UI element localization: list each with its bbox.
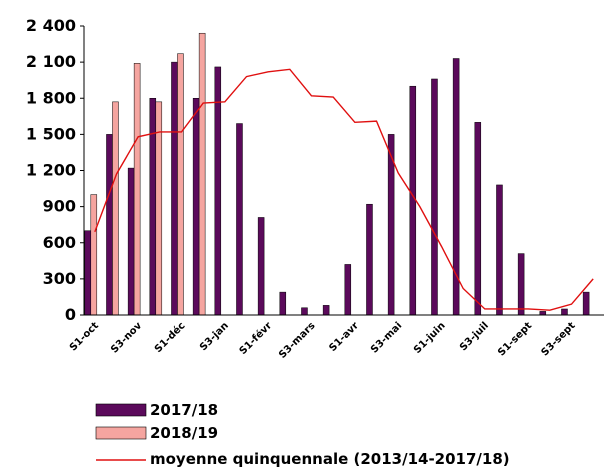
bar-2017-18 — [127, 167, 135, 316]
x-tick-label: S1-sept — [496, 320, 534, 358]
legend-swatch-2017 — [95, 403, 147, 417]
legend-swatch-2018 — [95, 426, 147, 440]
legend-label-2017: 2017/18 — [150, 401, 218, 419]
bar-2018-19 — [112, 101, 119, 316]
bar-2018-19 — [155, 101, 163, 316]
x-tick-label: S1-déc — [152, 320, 188, 356]
bar-2017-18 — [344, 264, 352, 316]
y-axis-ticks: 0 300 600 900 1 200 1 500 1 800 2 100 2 400 — [26, 16, 84, 324]
bar-2018-19 — [177, 53, 184, 316]
bar-2017-18 — [496, 184, 503, 316]
bar-2017-18 — [366, 203, 373, 316]
x-tick-label: S3-juil — [458, 320, 491, 353]
y-tick-label: 1 800 — [26, 88, 76, 107]
bar-2017-18 — [322, 305, 330, 316]
y-tick-label: 300 — [43, 269, 76, 288]
bar-2017-18 — [561, 308, 568, 316]
legend-label-2018: 2018/19 — [150, 424, 218, 442]
axes — [83, 26, 604, 316]
bar-2017-18 — [539, 311, 547, 316]
legend: 2017/18 2018/19 moyenne quinquennale (20… — [95, 401, 510, 468]
x-tick-label: S1-avr — [327, 320, 361, 354]
bar-2017-18 — [409, 85, 417, 316]
bar-2017-18 — [582, 291, 590, 316]
bar-2017-18 — [192, 98, 200, 316]
bar-2018-19 — [198, 32, 206, 316]
bar-2017-18 — [474, 122, 482, 316]
x-tick-label: S1-oct — [68, 320, 101, 353]
bar-2018-19 — [133, 63, 141, 316]
y-tick-label: 2 400 — [26, 16, 76, 35]
x-axis-ticks: S1-oct S3-nov S1-déc S3-jan S1-févr S3-mars S1… — [68, 320, 578, 361]
bar-2017-18 — [257, 217, 265, 316]
bar-2018-19 — [90, 194, 98, 316]
bar-2017-18 — [84, 230, 92, 316]
y-tick-label: 600 — [43, 233, 76, 252]
bar-2017-18 — [149, 98, 157, 316]
y-tick-label: 0 — [65, 305, 76, 324]
x-tick-label: S3-mai — [369, 320, 404, 355]
x-tick-label: S1-févr — [237, 320, 274, 357]
x-tick-label: S3-nov — [109, 320, 145, 356]
x-tick-label: S3-jan — [198, 320, 231, 353]
bar-2017-18 — [214, 66, 222, 316]
bar-2017-18 — [431, 78, 438, 316]
bar-2017-18 — [517, 253, 525, 316]
legend-label-average: moyenne quinquennale (2013/14-2017/18) — [150, 450, 510, 468]
x-tick-label: S3-mars — [277, 320, 318, 361]
y-tick-label: 2 100 — [26, 52, 76, 71]
bar-2017-18 — [236, 123, 243, 316]
x-tick-label: S1-juin — [412, 320, 448, 356]
bar-2017-18 — [452, 58, 460, 316]
average-line-group — [94, 68, 594, 311]
y-tick-label: 1 500 — [26, 124, 76, 143]
y-tick-label: 900 — [43, 197, 76, 216]
bar-2017-18 — [301, 307, 308, 316]
x-tick-label: S3-sept — [539, 320, 577, 358]
y-tick-label: 1 200 — [26, 161, 76, 180]
bar-2017-18 — [279, 291, 287, 316]
bars — [84, 32, 590, 316]
bar-2017-18 — [171, 61, 178, 316]
bar-2017-18 — [106, 134, 113, 316]
average-line — [94, 68, 594, 311]
